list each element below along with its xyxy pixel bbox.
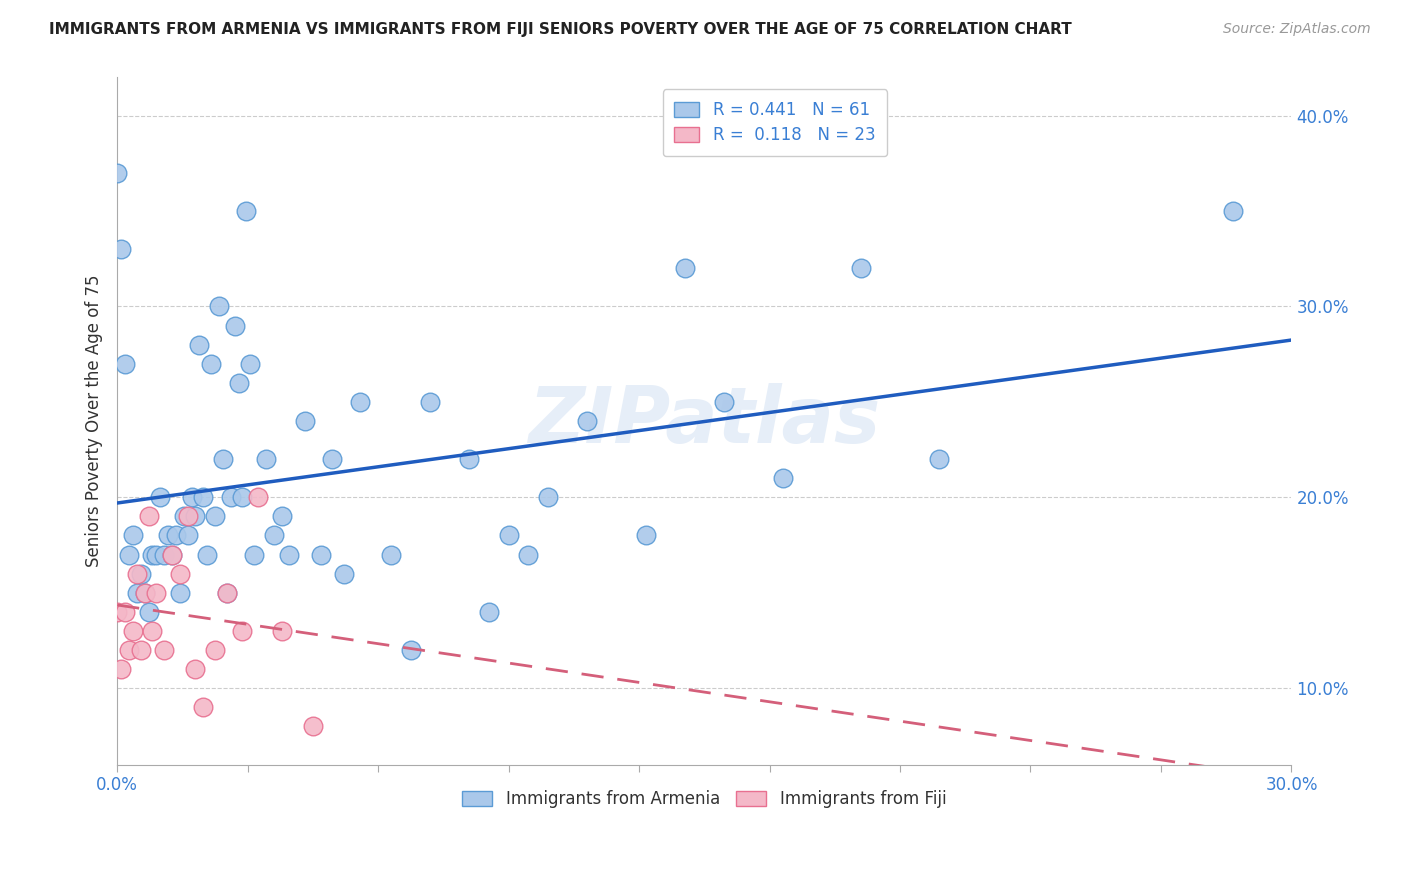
Point [634, 528, 657, 542]
Point [517, 548, 540, 562]
Point [302, 719, 325, 733]
Point [231, 491, 253, 505]
Point [270, 509, 292, 524]
Point [270, 624, 292, 638]
Point [498, 528, 520, 542]
Point [263, 528, 285, 542]
Point [129, 566, 152, 581]
Point [125, 566, 148, 581]
Point [121, 624, 143, 638]
Point [215, 586, 238, 600]
Point [145, 586, 167, 600]
Point [204, 509, 226, 524]
Point [153, 643, 176, 657]
Point [309, 548, 332, 562]
Point [204, 643, 226, 657]
Point [231, 624, 253, 638]
Point [114, 605, 136, 619]
Y-axis label: Seniors Poverty Over the Age of 75: Seniors Poverty Over the Age of 75 [86, 275, 103, 567]
Point [713, 395, 735, 409]
Point [458, 452, 481, 467]
Point [1222, 204, 1244, 219]
Text: IMMIGRANTS FROM ARMENIA VS IMMIGRANTS FROM FIJI SENIORS POVERTY OVER THE AGE OF : IMMIGRANTS FROM ARMENIA VS IMMIGRANTS FR… [49, 22, 1071, 37]
Point [145, 548, 167, 562]
Point [118, 643, 141, 657]
Point [399, 643, 422, 657]
Point [928, 452, 950, 467]
Point [149, 491, 172, 505]
Point [235, 204, 257, 219]
Point [176, 509, 198, 524]
Point [219, 491, 242, 505]
Point [121, 528, 143, 542]
Point [212, 452, 235, 467]
Point [110, 242, 132, 256]
Point [105, 605, 128, 619]
Point [208, 300, 231, 314]
Text: Source: ZipAtlas.com: Source: ZipAtlas.com [1223, 22, 1371, 37]
Point [228, 376, 250, 390]
Point [141, 624, 163, 638]
Point [118, 548, 141, 562]
Point [184, 662, 207, 676]
Point [278, 548, 301, 562]
Point [125, 586, 148, 600]
Point [193, 491, 215, 505]
Point [243, 548, 266, 562]
Point [169, 566, 191, 581]
Point [849, 261, 872, 276]
Point [193, 700, 215, 714]
Point [138, 509, 160, 524]
Point [176, 528, 198, 542]
Point [380, 548, 402, 562]
Point [294, 414, 316, 428]
Point [160, 548, 183, 562]
Point [478, 605, 501, 619]
Point [188, 337, 211, 351]
Point [153, 548, 176, 562]
Point [110, 662, 132, 676]
Point [254, 452, 277, 467]
Point [195, 548, 218, 562]
Point [160, 548, 183, 562]
Point [134, 586, 156, 600]
Point [333, 566, 356, 581]
Point [157, 528, 180, 542]
Point [224, 318, 246, 333]
Point [173, 509, 195, 524]
Point [134, 586, 156, 600]
Point [129, 643, 152, 657]
Point [114, 357, 136, 371]
Point [575, 414, 598, 428]
Point [105, 166, 128, 180]
Point [200, 357, 222, 371]
Point [772, 471, 794, 485]
Point [537, 491, 560, 505]
Point [165, 528, 187, 542]
Point [673, 261, 696, 276]
Point [321, 452, 343, 467]
Point [169, 586, 191, 600]
Point [349, 395, 371, 409]
Point [239, 357, 262, 371]
Point [138, 605, 160, 619]
Point [141, 548, 163, 562]
Text: ZIPatlas: ZIPatlas [529, 383, 880, 459]
Point [419, 395, 441, 409]
Point [180, 491, 202, 505]
Point [247, 491, 270, 505]
Point [184, 509, 207, 524]
Point [215, 586, 238, 600]
Legend: Immigrants from Armenia, Immigrants from Fiji: Immigrants from Armenia, Immigrants from… [456, 783, 953, 814]
